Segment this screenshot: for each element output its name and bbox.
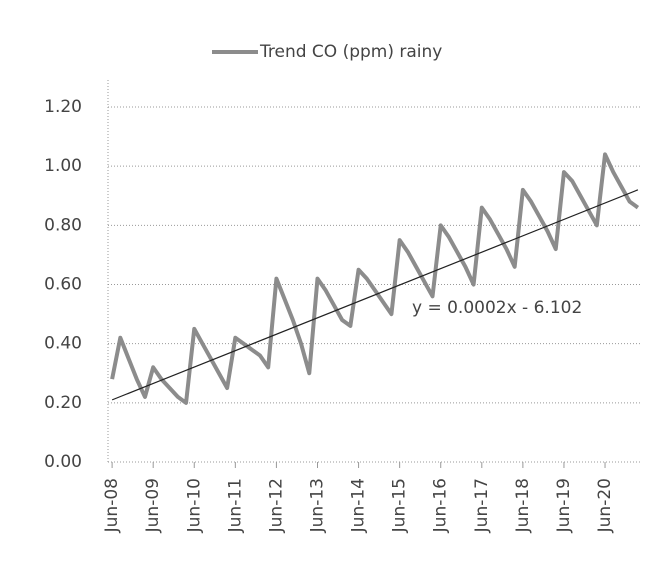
- y-tick-label: 0.20: [44, 393, 82, 413]
- x-tick-label: Jun-14: [349, 478, 369, 533]
- y-tick-label: 0.60: [44, 275, 82, 295]
- x-tick-label: Jun-12: [266, 478, 286, 533]
- x-tick-label: Jun-17: [472, 478, 492, 533]
- y-tick-label: 1.20: [44, 97, 82, 117]
- x-tick-label: Jun-16: [431, 478, 451, 533]
- x-tick-label: Jun-15: [390, 478, 410, 533]
- x-tick-label: Jun-18: [513, 478, 533, 533]
- y-tick-label: 0.80: [44, 215, 82, 235]
- y-tick-label: 1.00: [44, 156, 82, 176]
- x-tick-label: Jun-08: [102, 478, 122, 533]
- x-tick-label: Jun-11: [225, 478, 245, 533]
- chart: Trend CO (ppm) rainy y = 0.0002x - 6.102…: [0, 0, 659, 582]
- data-line: [112, 154, 638, 403]
- x-tick-label: Jun-09: [143, 478, 163, 533]
- x-tick-label: Jun-13: [307, 478, 327, 533]
- x-tick-label: Jun-19: [554, 478, 574, 533]
- trendline-equation: y = 0.0002x - 6.102: [412, 298, 582, 318]
- x-tick-label: Jun-10: [184, 478, 204, 533]
- trendline: [112, 190, 638, 400]
- x-tick-label: Jun-20: [595, 478, 615, 533]
- legend-label: Trend CO (ppm) rainy: [259, 42, 442, 62]
- y-tick-label: 0.00: [44, 452, 82, 472]
- y-tick-label: 0.40: [44, 334, 82, 354]
